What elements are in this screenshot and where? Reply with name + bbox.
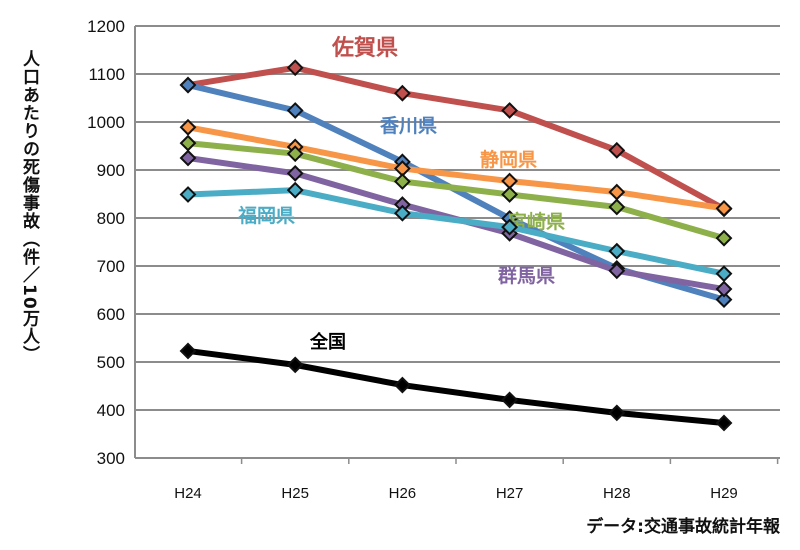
series-label: 群馬県 bbox=[497, 264, 555, 287]
data-point bbox=[608, 242, 626, 260]
data-point bbox=[501, 391, 519, 409]
data-point bbox=[715, 265, 733, 283]
x-tick-label: H24 bbox=[174, 485, 202, 502]
data-point bbox=[286, 181, 304, 199]
data-point bbox=[501, 218, 519, 236]
data-point bbox=[179, 186, 197, 203]
y-tick-label: 1000 bbox=[87, 113, 125, 132]
series-label: 佐賀県 bbox=[331, 35, 398, 61]
y-tick-label: 900 bbox=[97, 161, 125, 180]
series-label: 福岡県 bbox=[237, 204, 295, 227]
data-point bbox=[501, 102, 519, 119]
x-tick-label: H25 bbox=[281, 485, 309, 502]
series-label: 静岡県 bbox=[480, 148, 537, 171]
data-point bbox=[501, 172, 519, 190]
x-tick-label: H29 bbox=[710, 485, 738, 502]
data-point bbox=[179, 134, 197, 152]
y-axis-label: 人口あたりの死傷事故（件／10万人） bbox=[19, 50, 39, 364]
source-note: データ:交通事故統計年報 bbox=[586, 517, 780, 537]
data-point bbox=[608, 183, 626, 201]
data-point bbox=[286, 164, 304, 182]
data-point bbox=[179, 118, 197, 136]
series-label: 全国 bbox=[309, 331, 346, 353]
x-tick-label: H26 bbox=[389, 485, 417, 502]
data-point bbox=[715, 199, 733, 217]
data-point bbox=[179, 76, 197, 94]
y-tick-label: 600 bbox=[97, 305, 125, 324]
data-point bbox=[608, 198, 626, 216]
series-label: 香川県 bbox=[379, 115, 437, 137]
x-tick-label: H27 bbox=[496, 485, 524, 502]
series-line-2 bbox=[187, 124, 725, 212]
series-line-6 bbox=[187, 347, 725, 426]
y-tick-label: 700 bbox=[97, 257, 125, 276]
data-point bbox=[608, 262, 626, 280]
y-tick-label: 1200 bbox=[87, 17, 125, 36]
data-point bbox=[286, 145, 304, 163]
data-point bbox=[179, 342, 197, 360]
data-point bbox=[501, 186, 519, 203]
data-point bbox=[715, 291, 733, 309]
data-point bbox=[286, 356, 304, 374]
data-point bbox=[715, 229, 733, 247]
data-point bbox=[393, 84, 411, 102]
data-point bbox=[715, 280, 733, 298]
series-line-0 bbox=[187, 64, 726, 212]
data-point bbox=[393, 204, 411, 222]
x-tick-label: H28 bbox=[603, 485, 631, 502]
y-tick-label: 1100 bbox=[88, 65, 125, 84]
series-line-3 bbox=[187, 140, 725, 242]
y-tick-label: 300 bbox=[97, 449, 125, 468]
data-point bbox=[286, 59, 304, 77]
data-point bbox=[286, 102, 304, 119]
data-point bbox=[608, 404, 626, 422]
data-point bbox=[608, 141, 626, 159]
data-point bbox=[715, 414, 733, 432]
series-line-5 bbox=[187, 187, 725, 277]
y-tick-label: 400 bbox=[97, 401, 125, 420]
y-tick-label: 500 bbox=[97, 353, 125, 372]
data-point bbox=[393, 173, 411, 190]
y-tick-label: 800 bbox=[97, 209, 125, 228]
data-point bbox=[393, 376, 411, 394]
data-point bbox=[179, 149, 197, 167]
